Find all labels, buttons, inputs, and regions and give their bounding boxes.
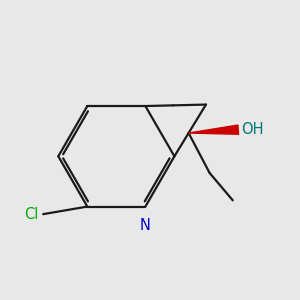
Text: N: N: [140, 218, 151, 233]
Text: OH: OH: [242, 122, 264, 137]
Text: Cl: Cl: [24, 207, 38, 222]
Polygon shape: [189, 125, 238, 134]
